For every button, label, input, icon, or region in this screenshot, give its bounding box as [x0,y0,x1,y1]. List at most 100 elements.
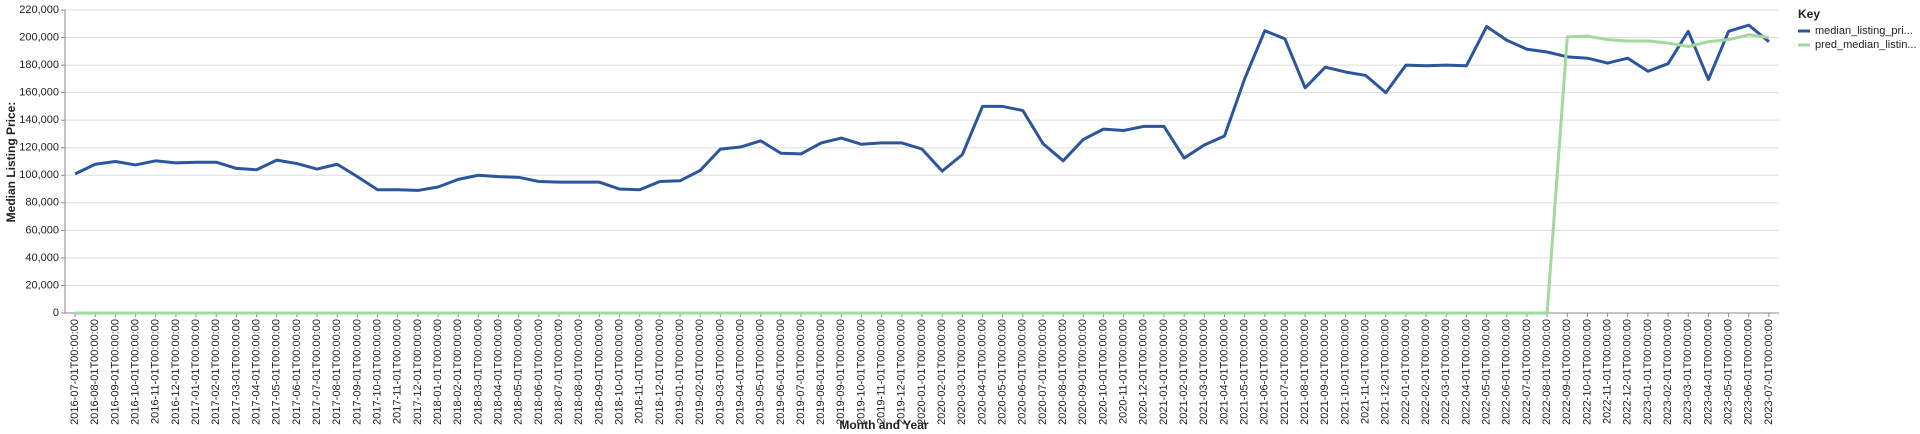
x-tick-label: 2021-02-01T00:00:00 [1178,319,1190,425]
x-tick-label: 2022-02-01T00:00:00 [1420,319,1432,425]
legend-label: pred_median_listin... [1815,39,1917,51]
x-tick-label: 2022-10-01T00:00:00 [1581,319,1593,425]
x-tick-label: 2016-09-01T00:00:00 [109,319,121,425]
y-tick-label: 180,000 [19,59,59,71]
x-tick-label: 2023-05-01T00:00:00 [1722,319,1734,425]
x-tick-label: 2019-01-01T00:00:00 [674,319,686,425]
x-tick-label: 2020-01-01T00:00:00 [916,319,928,425]
x-tick-label: 2016-10-01T00:00:00 [129,319,141,425]
x-tick-label: 2022-08-01T00:00:00 [1541,319,1553,425]
series-line [74,23,1770,192]
x-tick-label: 2019-06-01T00:00:00 [775,319,787,425]
x-tick-label: 2017-11-01T00:00:00 [392,319,404,424]
y-axis-title: Median Listing Price: [4,102,18,223]
x-tick-label: 2022-07-01T00:00:00 [1521,319,1533,425]
x-tick-label: 2021-07-01T00:00:00 [1279,319,1291,425]
x-tick-label: 2017-01-01T00:00:00 [190,319,202,425]
x-tick-label: 2016-08-01T00:00:00 [89,319,101,425]
x-tick-label: 2020-09-01T00:00:00 [1077,319,1089,425]
x-tick-label: 2020-06-01T00:00:00 [1017,319,1029,425]
x-tick-label: 2018-10-01T00:00:00 [613,319,625,425]
x-tick-label: 2018-07-01T00:00:00 [553,319,565,425]
x-tick-label: 2021-06-01T00:00:00 [1259,319,1271,425]
x-tick-label: 2018-08-01T00:00:00 [573,319,585,425]
x-tick-label: 2021-08-01T00:00:00 [1299,319,1311,425]
x-tick-label: 2021-12-01T00:00:00 [1380,319,1392,425]
x-tick-label: 2016-11-01T00:00:00 [150,319,162,424]
x-tick-label: 2017-05-01T00:00:00 [271,319,283,425]
x-tick-label: 2019-02-01T00:00:00 [694,319,706,425]
x-tick-label: 2018-12-01T00:00:00 [654,319,666,425]
x-tick-label: 2022-04-01T00:00:00 [1460,319,1472,425]
x-tick-label: 2023-06-01T00:00:00 [1743,319,1755,425]
x-tick-label: 2020-08-01T00:00:00 [1057,319,1069,425]
x-tick-label: 2020-03-01T00:00:00 [956,319,968,425]
x-tick-label: 2017-02-01T00:00:00 [210,319,222,425]
series-line [75,33,1770,315]
x-tick-label: 2022-12-01T00:00:00 [1622,319,1634,425]
y-tick-label: 200,000 [19,31,59,43]
x-tick-label: 2017-06-01T00:00:00 [291,319,303,425]
x-tick-label: 2023-03-01T00:00:00 [1682,319,1694,425]
x-tick-label: 2021-03-01T00:00:00 [1198,319,1210,425]
x-tick-label: 2022-03-01T00:00:00 [1440,319,1452,425]
x-tick-label: 2021-04-01T00:00:00 [1218,319,1230,425]
x-tick-label: 2021-05-01T00:00:00 [1239,319,1251,425]
legend-label: median_listing_pri... [1815,25,1913,37]
y-tick-label: 20,000 [25,279,59,291]
x-tick-label: 2019-03-01T00:00:00 [714,319,726,425]
x-tick-label: 2022-05-01T00:00:00 [1481,319,1493,425]
y-tick-label: 60,000 [25,224,59,236]
x-tick-label: 2023-02-01T00:00:00 [1662,319,1674,425]
x-tick-label: 2020-07-01T00:00:00 [1037,319,1049,425]
x-tick-label: 2020-02-01T00:00:00 [936,319,948,425]
x-tick-label: 2018-01-01T00:00:00 [432,319,444,425]
x-tick-label: 2019-11-01T00:00:00 [876,319,888,424]
x-tick-label: 2019-08-01T00:00:00 [815,319,827,425]
x-tick-label: 2017-03-01T00:00:00 [230,319,242,425]
x-tick-label: 2017-10-01T00:00:00 [371,319,383,425]
x-tick-label: 2020-04-01T00:00:00 [976,319,988,425]
x-tick-label: 2017-08-01T00:00:00 [331,319,343,425]
x-tick-label: 2019-04-01T00:00:00 [734,319,746,425]
legend-title: Key [1798,7,1820,21]
x-tick-label: 2019-09-01T00:00:00 [835,319,847,425]
x-tick-label: 2016-12-01T00:00:00 [170,319,182,425]
y-tick-label: 140,000 [19,114,59,126]
y-tick-label: 40,000 [25,252,59,264]
x-tick-label: 2021-01-01T00:00:00 [1158,319,1170,425]
x-tick-label: 2022-06-01T00:00:00 [1501,319,1513,425]
y-tick-label: 0 [53,307,59,319]
x-tick-label: 2020-11-01T00:00:00 [1118,319,1130,424]
x-tick-label: 2018-02-01T00:00:00 [452,319,464,425]
x-tick-label: 2022-01-01T00:00:00 [1400,319,1412,425]
x-tick-label: 2017-07-01T00:00:00 [311,319,323,425]
x-tick-label: 2021-11-01T00:00:00 [1360,319,1372,424]
x-tick-label: 2021-10-01T00:00:00 [1339,319,1351,425]
x-tick-label: 2018-11-01T00:00:00 [634,319,646,424]
x-tick-label: 2023-01-01T00:00:00 [1642,319,1654,425]
x-tick-label: 2020-10-01T00:00:00 [1097,319,1109,425]
x-tick-label: 2017-12-01T00:00:00 [412,319,424,425]
x-tick-label: 2018-03-01T00:00:00 [472,319,484,425]
x-tick-label: 2019-10-01T00:00:00 [855,319,867,425]
x-tick-label: 2019-05-01T00:00:00 [755,319,767,425]
x-tick-label: 2022-09-01T00:00:00 [1561,319,1573,425]
y-tick-label: 100,000 [19,169,59,181]
x-tick-label: 2018-04-01T00:00:00 [492,319,504,425]
x-axis-title: Month and Year [839,418,928,432]
y-tick-label: 160,000 [19,87,59,99]
x-tick-label: 2022-11-01T00:00:00 [1602,319,1614,424]
x-tick-label: 2021-09-01T00:00:00 [1319,319,1331,425]
x-tick-label: 2023-07-01T00:00:00 [1763,319,1775,425]
x-tick-label: 2018-05-01T00:00:00 [513,319,525,425]
y-tick-label: 220,000 [19,4,59,16]
x-tick-label: 2019-07-01T00:00:00 [795,319,807,425]
y-tick-label: 120,000 [19,142,59,154]
x-tick-label: 2023-04-01T00:00:00 [1702,319,1714,425]
x-tick-label: 2020-05-01T00:00:00 [997,319,1009,425]
x-tick-label: 2019-12-01T00:00:00 [896,319,908,425]
x-tick-label: 2017-04-01T00:00:00 [250,319,262,425]
y-tick-label: 80,000 [25,197,59,209]
